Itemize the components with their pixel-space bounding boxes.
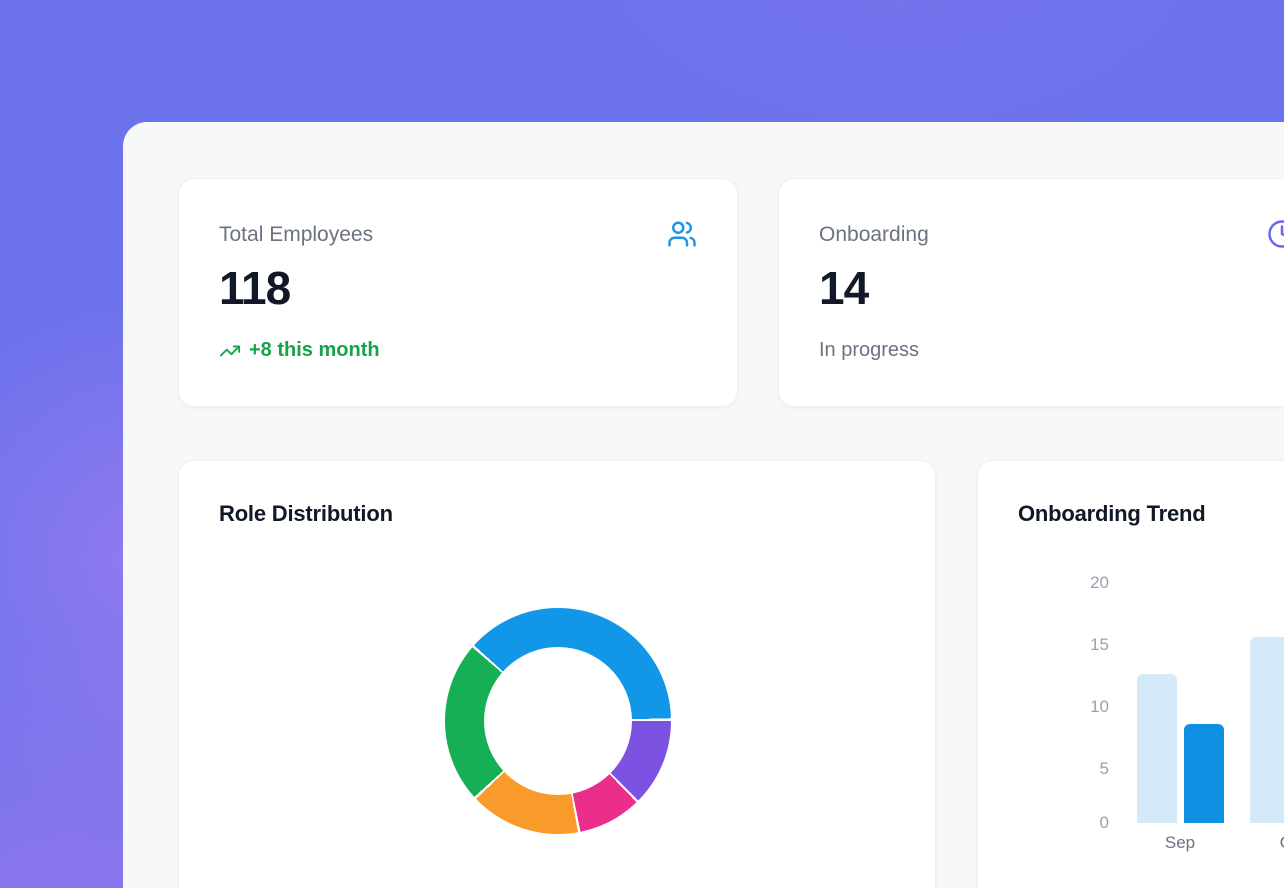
- role-distribution-card: Role Distribution: [178, 460, 936, 888]
- chart-title: Onboarding Trend: [1018, 501, 1206, 526]
- bar-oct-light[interactable]: [1250, 637, 1284, 823]
- stat-status: In progress: [819, 339, 920, 361]
- y-axis-tick: 0: [1099, 813, 1109, 832]
- role-distribution-donut-chart[interactable]: [445, 608, 671, 834]
- dashboard-panel: Total Employees 118 +8 this month Onboar…: [123, 122, 1284, 888]
- stat-value: 118: [219, 262, 291, 314]
- y-axis-tick: 15: [1090, 635, 1109, 654]
- stat-label: Onboarding: [819, 223, 929, 246]
- clock-icon: [1267, 219, 1284, 249]
- y-axis-tick: 10: [1090, 697, 1109, 716]
- y-axis-tick: 5: [1099, 759, 1109, 778]
- stat-label: Total Employees: [219, 223, 374, 246]
- total-employees-card: Total Employees 118 +8 this month: [178, 178, 738, 407]
- x-axis-label: Sep: [1164, 833, 1196, 852]
- bar-sep-dark[interactable]: [1184, 724, 1224, 823]
- onboarding-trend-card: Onboarding Trend 20 15 10 5 0 Sep Oct: [977, 460, 1284, 888]
- onboarding-card: Onboarding 14 In progress: [778, 178, 1284, 407]
- stat-value: 14: [819, 262, 869, 314]
- bar-sep-light[interactable]: [1137, 674, 1177, 823]
- stat-delta-text: +8 this month: [249, 339, 380, 361]
- chart-title: Role Distribution: [219, 501, 393, 526]
- stat-delta: +8 this month: [219, 339, 380, 362]
- users-icon: [667, 219, 697, 249]
- x-axis-label: Oct: [1253, 833, 1284, 853]
- y-axis-tick: 20: [1090, 573, 1109, 592]
- trending-up-icon: [219, 340, 241, 362]
